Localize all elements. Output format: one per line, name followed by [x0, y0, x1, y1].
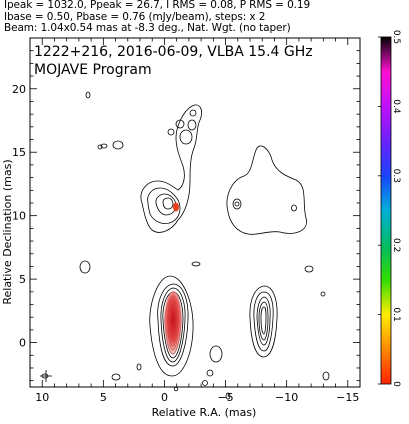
- header-line-beam: Beam: 1.04x0.54 mas at -8.3 deg., Nat. W…: [4, 22, 291, 34]
- plot-title: 1222+216, 2016-06-09, VLBA 15.4 GHz: [34, 44, 313, 60]
- colorbar-tick-label: 0.3: [391, 169, 401, 183]
- x-tick-label: 0: [161, 391, 168, 404]
- colorbar-tick-label: 0.2: [391, 238, 401, 252]
- west-component-contours: [249, 285, 278, 358]
- x-tick-label: −10: [275, 391, 298, 404]
- plot-frame: [29, 37, 361, 388]
- x-tick-label: −15: [336, 391, 359, 404]
- axes-layer: 10 5 0 −5 −10 −15 0 5 10 15 20: [12, 37, 361, 404]
- y-tick-label: 15: [12, 146, 26, 159]
- y-axis-label: Relative Declination (mas): [1, 159, 14, 304]
- x-tick-label: 5: [100, 391, 107, 404]
- y-tick-label: 10: [12, 210, 26, 223]
- x-tick-label: 10: [35, 391, 49, 404]
- colorbar-tick-label: 0.5: [391, 30, 401, 44]
- header-line-stats: Ipeak = 1032.0, Ppeak = 26.7, I RMS = 0.…: [4, 0, 311, 11]
- colorbar: 0 0.1 0.2 0.3 0.4 0.5: [378, 30, 401, 387]
- noise-contours: [40, 91, 330, 400]
- polarized-intensity-fill: [164, 202, 182, 355]
- x-tick-label: −5: [217, 391, 233, 404]
- header-line-base: Ibase = 0.50, Pbase = 0.76 (mJy/beam), s…: [4, 11, 266, 23]
- y-tick-label: 20: [12, 83, 26, 96]
- colorbar-tick-label: 0.1: [391, 307, 401, 321]
- colorbar-tick-label: 0: [391, 381, 401, 387]
- plot-subtitle: MOJAVE Program: [34, 62, 152, 78]
- western-halo-contours: [226, 145, 307, 235]
- y-tick-label: 5: [19, 273, 26, 286]
- y-tick-label: 0: [19, 337, 26, 350]
- jet-complex-contours: [140, 104, 202, 233]
- contour-layer: [40, 91, 330, 400]
- colorbar-tick-label: 0.4: [391, 99, 401, 114]
- colorbar-scale: [380, 36, 392, 385]
- x-axis-label: Relative R.A. (mas): [152, 406, 257, 419]
